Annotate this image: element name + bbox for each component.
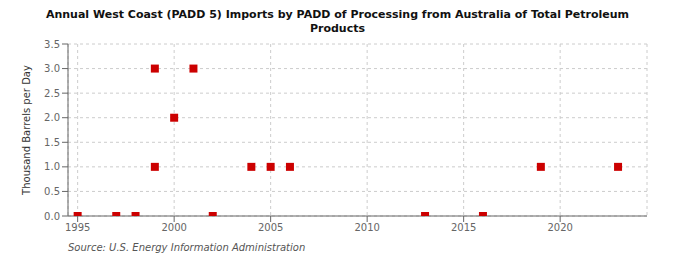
svg-text:3.5: 3.5 xyxy=(44,39,60,50)
svg-text:2020: 2020 xyxy=(547,222,572,233)
html-text:Source: U.S. Energy Informatio: Source: U.S. Energy Information Administ… xyxy=(68,242,306,253)
svg-text:2.5: 2.5 xyxy=(44,88,60,99)
svg-text:0.0: 0.0 xyxy=(44,211,60,222)
svg-text:2000: 2000 xyxy=(161,222,186,233)
svg-text:Thousand Barrels per Day: Thousand Barrels per Day xyxy=(21,65,32,196)
svg-text:2005: 2005 xyxy=(258,222,283,233)
svg-text:1.5: 1.5 xyxy=(44,137,60,148)
svg-text:0.5: 0.5 xyxy=(44,186,60,197)
html-text:Products: Products xyxy=(310,22,365,35)
svg-text:1.0: 1.0 xyxy=(44,161,60,172)
svg-text:3.0: 3.0 xyxy=(44,63,60,74)
html-text:Annual West Coast (PADD 5) Imp: Annual West Coast (PADD 5) Imports by PA… xyxy=(45,8,630,21)
svg-text:2015: 2015 xyxy=(451,222,476,233)
svg-text:2010: 2010 xyxy=(354,222,379,233)
svg-text:1995: 1995 xyxy=(65,222,90,233)
svg-text:2.0: 2.0 xyxy=(44,112,60,123)
